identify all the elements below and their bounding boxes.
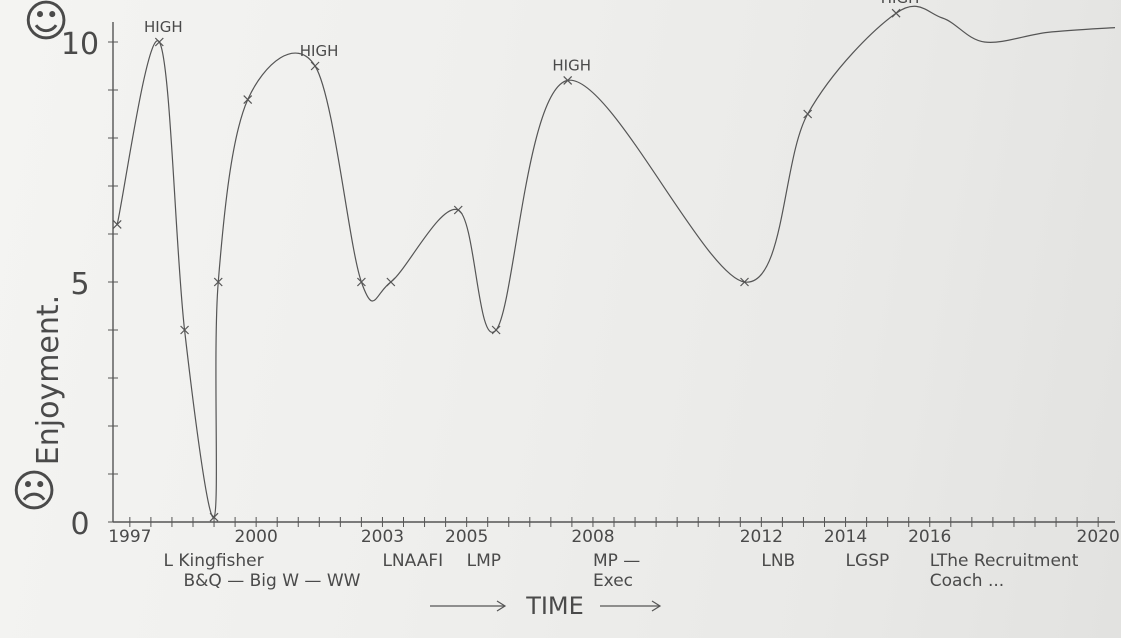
data-point bbox=[310, 61, 320, 71]
y-axis-label: Enjoyment. bbox=[31, 295, 66, 465]
x-tick-label: 2012 bbox=[740, 527, 783, 547]
data-point bbox=[491, 325, 501, 335]
job-label: LNAAFI bbox=[382, 551, 443, 571]
x-tick-label: 2003 bbox=[361, 527, 404, 547]
job-label: MP — bbox=[593, 551, 640, 571]
axes bbox=[112, 22, 1115, 523]
job-label: LThe Recruitment bbox=[930, 551, 1079, 571]
x-tick-label: 2005 bbox=[445, 527, 488, 547]
annotations: HIGH HIGH HIGH HIGH bbox=[144, 0, 919, 74]
y-tick-label: 0 bbox=[70, 507, 89, 542]
time-arrow: TIME bbox=[430, 592, 662, 620]
data-point bbox=[180, 325, 189, 335]
data-point bbox=[243, 95, 253, 105]
happy-face-icon: ☺ bbox=[23, 0, 69, 47]
data-point bbox=[154, 37, 164, 47]
x-ticks: 1997 2000 2003 2005 2008 2012 2014 2016 2020 bbox=[108, 517, 1120, 547]
high-annotation: HIGH bbox=[300, 42, 339, 60]
y-tick-label: 5 bbox=[70, 267, 89, 302]
data-point bbox=[563, 75, 573, 85]
job-label: Coach ... bbox=[930, 571, 1004, 591]
data-point bbox=[740, 277, 749, 287]
x-tick-label: 2014 bbox=[824, 527, 867, 547]
x-tick-label: 2020 bbox=[1077, 527, 1120, 547]
job-label: L Kingfisher bbox=[164, 551, 264, 571]
x-tick-label: 2000 bbox=[235, 527, 278, 547]
job-label: LMP bbox=[467, 551, 501, 571]
data-point bbox=[213, 277, 223, 287]
x-tick-label: 2016 bbox=[908, 527, 951, 547]
enjoyment-curve bbox=[116, 5, 1116, 518]
data-point bbox=[891, 8, 901, 18]
high-annotation: HIGH bbox=[881, 0, 920, 7]
sad-face-icon: ☹ bbox=[11, 466, 57, 517]
data-point bbox=[803, 109, 813, 119]
job-label: Exec bbox=[593, 571, 633, 591]
job-label: LGSP bbox=[846, 551, 890, 571]
data-point bbox=[453, 205, 463, 215]
x-axis-label: TIME bbox=[525, 592, 584, 620]
data-points bbox=[112, 8, 901, 522]
x-tick-label: 1997 bbox=[108, 527, 151, 547]
job-label: LNB bbox=[761, 551, 795, 571]
data-point bbox=[209, 512, 219, 522]
data-point bbox=[356, 277, 366, 287]
data-point bbox=[386, 277, 396, 287]
high-annotation: HIGH bbox=[552, 56, 591, 74]
x-tick-label: 2008 bbox=[571, 527, 614, 547]
job-label: B&Q — Big W — WW bbox=[184, 571, 361, 591]
data-point bbox=[112, 219, 122, 229]
y-tick-label: 10 bbox=[61, 27, 99, 62]
high-annotation: HIGH bbox=[144, 18, 183, 36]
y-ticks: 0 5 10 bbox=[61, 27, 118, 542]
